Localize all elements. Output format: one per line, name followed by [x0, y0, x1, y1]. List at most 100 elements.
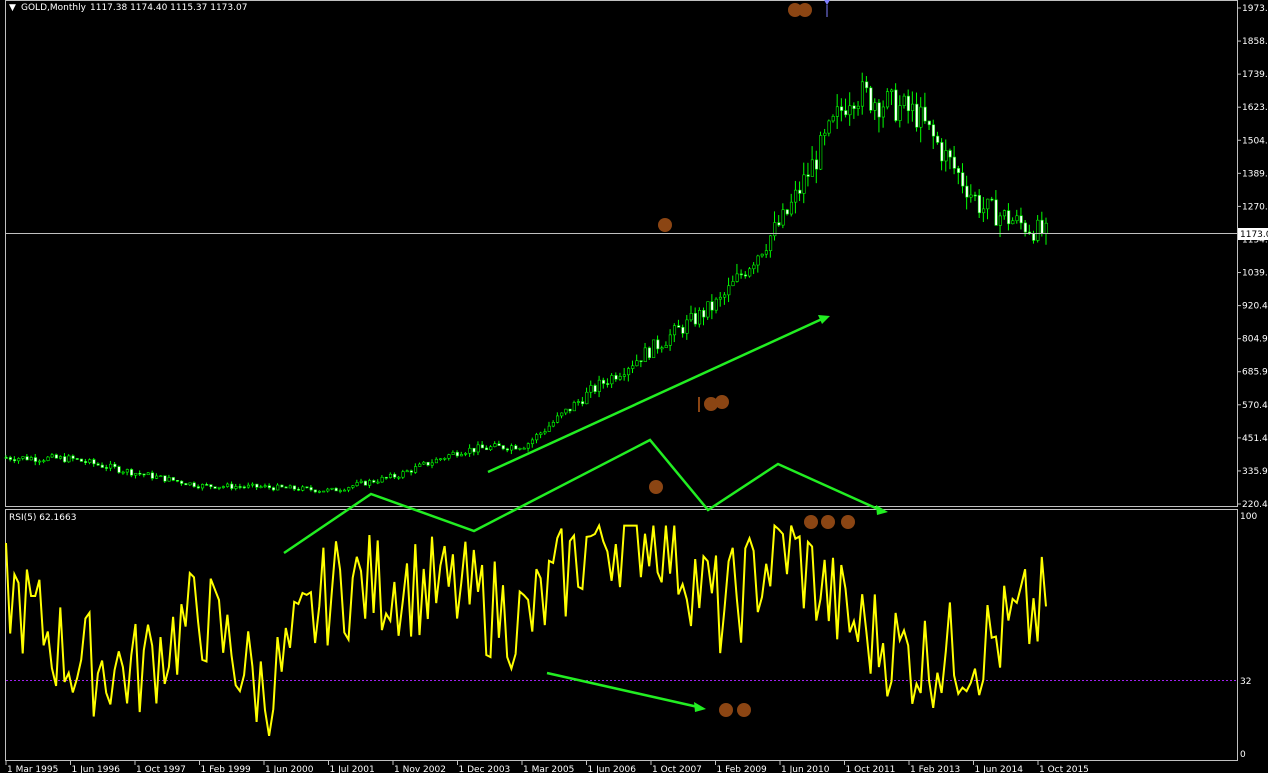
- trend-arrow-rsi: [546, 671, 699, 709]
- time-axis-label: 1 Mar 2005: [523, 765, 574, 773]
- signal-marker: [715, 395, 729, 409]
- price-axis-label: 1504.90: [1242, 136, 1268, 146]
- candle-body: [175, 479, 180, 482]
- candle-body: [439, 458, 443, 461]
- candle-body: [301, 486, 305, 491]
- candle-body: [263, 485, 267, 488]
- candle-body: [92, 459, 96, 465]
- candle-body: [155, 475, 159, 479]
- candle-body: [376, 481, 380, 484]
- signal-marker: [788, 3, 802, 17]
- candle-body: [163, 475, 167, 482]
- candle-body: [288, 485, 292, 489]
- candle-body: [205, 484, 209, 486]
- candle-body: [409, 470, 413, 473]
- trend-arrow-main: [487, 317, 823, 474]
- candle-body: [267, 485, 271, 488]
- dropdown-icon[interactable]: ▼: [9, 3, 16, 13]
- candle-body: [1002, 210, 1007, 217]
- candle-body: [405, 470, 409, 473]
- candle-body: [597, 379, 601, 392]
- signal-marker: [804, 515, 818, 529]
- candle-body: [355, 482, 359, 486]
- candle-body: [351, 485, 355, 488]
- candle-body: [272, 487, 276, 491]
- high-arrow-icon: [824, 0, 830, 5]
- candle-body: [814, 159, 819, 170]
- candle-body: [681, 327, 685, 334]
- price-axis-label: 1973.90: [1242, 4, 1268, 14]
- price-candles: [4, 72, 1048, 494]
- candle-body: [125, 469, 129, 473]
- candle-body: [88, 459, 92, 463]
- time-axis-label: 1 Mar 1995: [7, 765, 58, 773]
- candle-body: [927, 120, 931, 126]
- candle-body: [180, 480, 184, 484]
- candle-body: [221, 486, 225, 488]
- candle-body: [606, 383, 610, 385]
- candle-body: [931, 124, 936, 137]
- ohlc-readout: 1117.38 1174.40 1115.37 1173.07: [90, 3, 247, 13]
- candle-body: [150, 472, 154, 479]
- candle-body: [184, 483, 188, 486]
- candle-body: [806, 174, 810, 177]
- time-axis-label: 1 Dec 2003: [459, 765, 511, 773]
- candle-body: [121, 471, 125, 474]
- candle-body: [556, 415, 560, 423]
- candle-body: [455, 451, 459, 457]
- candle-body: [756, 255, 760, 266]
- time-axis-label: 1 Feb 1999: [201, 765, 252, 773]
- rsi-label: RSI(5) 62.1663: [9, 513, 76, 523]
- candle-body: [447, 454, 451, 459]
- candle-body: [618, 376, 622, 380]
- candle-body: [75, 458, 79, 460]
- candle-body: [601, 379, 606, 384]
- candle-body: [923, 106, 927, 122]
- candle-body: [234, 486, 238, 489]
- candle-body: [961, 172, 965, 187]
- candle-body: [138, 472, 142, 475]
- candle-body: [443, 457, 447, 460]
- price-axis-label: 1154.90: [1242, 235, 1268, 245]
- candle-body: [217, 486, 221, 489]
- candle-body: [230, 483, 234, 489]
- symbol-label: GOLD,Monthly: [21, 3, 87, 13]
- candle-body: [593, 385, 597, 392]
- candle-body: [326, 488, 330, 492]
- candle-body: [117, 466, 121, 473]
- candle-body: [42, 460, 46, 462]
- arrowhead-icon: [818, 315, 830, 324]
- candle-body: [292, 485, 296, 490]
- candle-body: [514, 445, 518, 450]
- candle-body: [727, 285, 731, 296]
- candle-body: [689, 313, 693, 321]
- candle-body: [388, 473, 393, 478]
- candle-body: [902, 95, 906, 106]
- candle-body: [844, 110, 848, 116]
- candle-body: [698, 310, 702, 325]
- candle-body: [209, 484, 213, 488]
- candle-body: [422, 461, 426, 465]
- candle-body: [468, 447, 472, 454]
- candle-body: [109, 463, 113, 469]
- candle-body: [1007, 210, 1011, 225]
- candle-body: [702, 310, 706, 318]
- price-axis-label: 220.40: [1242, 500, 1268, 510]
- candle-body: [384, 476, 388, 479]
- candle-body: [706, 301, 710, 318]
- candle-body: [865, 81, 869, 89]
- candle-body: [393, 473, 397, 478]
- candle-body: [142, 473, 146, 476]
- signal-marker: [841, 515, 855, 529]
- candle-body: [831, 116, 835, 122]
- candle-body: [714, 298, 718, 311]
- candle-body: [731, 281, 735, 287]
- candle-body: [639, 360, 643, 362]
- candle-body: [464, 453, 468, 455]
- candle-body: [693, 313, 697, 325]
- time-axis-label: 1 Jun 1996: [72, 765, 121, 773]
- candle-body: [672, 325, 677, 336]
- price-axis-label: 804.90: [1242, 335, 1268, 345]
- candle-body: [459, 454, 464, 457]
